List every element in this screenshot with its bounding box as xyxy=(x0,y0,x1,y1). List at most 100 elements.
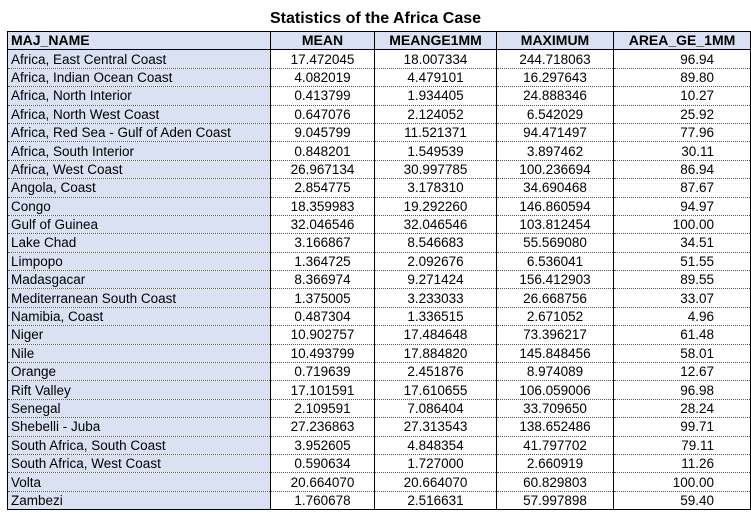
cell-mean[interactable]: 27.236863 xyxy=(270,417,375,437)
cell-area-ge-1mm[interactable]: 89.80 xyxy=(613,68,751,88)
cell-meange1mm[interactable]: 9.271424 xyxy=(374,270,497,290)
cell-area-ge-1mm[interactable]: 61.48 xyxy=(613,325,751,345)
cell-maximum[interactable]: 41.797702 xyxy=(496,436,614,455)
cell-mean[interactable]: 26.967134 xyxy=(270,160,375,180)
cell-mean[interactable]: 10.493799 xyxy=(270,344,375,364)
cell-maj-name[interactable]: Congo xyxy=(7,197,271,216)
cell-mean[interactable]: 32.046546 xyxy=(270,215,375,235)
cell-mean[interactable]: 0.719639 xyxy=(270,362,375,382)
cell-maximum[interactable]: 2.671052 xyxy=(496,307,614,327)
cell-maj-name[interactable]: Orange xyxy=(7,362,271,382)
cell-meange1mm[interactable]: 1.336515 xyxy=(374,307,497,327)
cell-maximum[interactable]: 16.297643 xyxy=(496,68,614,88)
cell-area-ge-1mm[interactable]: 77.96 xyxy=(613,123,751,143)
cell-maximum[interactable]: 138.652486 xyxy=(496,417,614,437)
column-header-maj-name[interactable]: MAJ_NAME xyxy=(7,30,271,51)
cell-maximum[interactable]: 55.569080 xyxy=(496,233,614,253)
cell-maximum[interactable]: 156.412903 xyxy=(496,270,614,290)
cell-maj-name[interactable]: Africa, South Interior xyxy=(7,141,271,161)
cell-maximum[interactable]: 106.059006 xyxy=(496,380,614,400)
cell-meange1mm[interactable]: 17.884820 xyxy=(374,344,497,364)
cell-meange1mm[interactable]: 3.233033 xyxy=(374,288,497,308)
cell-maj-name[interactable]: Shebelli - Juba xyxy=(7,417,271,437)
cell-mean[interactable]: 8.366974 xyxy=(270,270,375,290)
cell-maximum[interactable]: 145.848456 xyxy=(496,344,614,364)
cell-meange1mm[interactable]: 17.484648 xyxy=(374,325,497,345)
cell-maj-name[interactable]: Lake Chad xyxy=(7,233,271,253)
cell-maj-name[interactable]: Zambezi xyxy=(7,491,271,511)
cell-meange1mm[interactable]: 19.292260 xyxy=(374,197,497,216)
cell-maximum[interactable]: 3.897462 xyxy=(496,141,614,161)
cell-maximum[interactable]: 94.471497 xyxy=(496,123,614,143)
cell-meange1mm[interactable]: 8.546683 xyxy=(374,233,497,253)
cell-maj-name[interactable]: Africa, North Interior xyxy=(7,86,271,106)
column-header-mean[interactable]: MEAN xyxy=(270,30,375,51)
cell-area-ge-1mm[interactable]: 28.24 xyxy=(613,399,751,419)
cell-maximum[interactable]: 57.997898 xyxy=(496,491,614,511)
cell-area-ge-1mm[interactable]: 12.67 xyxy=(613,362,751,382)
cell-meange1mm[interactable]: 2.451876 xyxy=(374,362,497,382)
cell-area-ge-1mm[interactable]: 94.97 xyxy=(613,197,751,216)
column-header-meange1mm[interactable]: MEANGE1MM xyxy=(374,30,497,51)
cell-mean[interactable]: 0.413799 xyxy=(270,86,375,106)
cell-mean[interactable]: 2.109591 xyxy=(270,399,375,419)
cell-maj-name[interactable]: Mediterranean South Coast xyxy=(7,288,271,308)
cell-meange1mm[interactable]: 2.092676 xyxy=(374,252,497,272)
cell-mean[interactable]: 3.952605 xyxy=(270,436,375,455)
cell-maj-name[interactable]: South Africa, South Coast xyxy=(7,436,271,455)
cell-maj-name[interactable]: Africa, East Central Coast xyxy=(7,49,271,69)
cell-area-ge-1mm[interactable]: 59.40 xyxy=(613,491,751,511)
cell-area-ge-1mm[interactable]: 4.96 xyxy=(613,307,751,327)
cell-mean[interactable]: 20.664070 xyxy=(270,472,375,492)
cell-maj-name[interactable]: Africa, West Coast xyxy=(7,160,271,180)
cell-area-ge-1mm[interactable]: 99.71 xyxy=(613,417,751,437)
cell-area-ge-1mm[interactable]: 33.07 xyxy=(613,288,751,308)
cell-mean[interactable]: 4.082019 xyxy=(270,68,375,88)
cell-maj-name[interactable]: Rift Valley xyxy=(7,380,271,400)
cell-meange1mm[interactable]: 2.124052 xyxy=(374,105,497,124)
cell-maj-name[interactable]: Africa, Red Sea - Gulf of Aden Coast xyxy=(7,123,271,143)
cell-area-ge-1mm[interactable]: 96.94 xyxy=(613,49,751,69)
cell-area-ge-1mm[interactable]: 86.94 xyxy=(613,160,751,180)
cell-meange1mm[interactable]: 17.610655 xyxy=(374,380,497,400)
cell-area-ge-1mm[interactable]: 11.26 xyxy=(613,454,751,474)
cell-meange1mm[interactable]: 30.997785 xyxy=(374,160,497,180)
cell-area-ge-1mm[interactable]: 79.11 xyxy=(613,436,751,455)
cell-mean[interactable]: 18.359983 xyxy=(270,197,375,216)
cell-maj-name[interactable]: Nile xyxy=(7,344,271,364)
cell-mean[interactable]: 1.375005 xyxy=(270,288,375,308)
cell-maximum[interactable]: 60.829803 xyxy=(496,472,614,492)
cell-maj-name[interactable]: Limpopo xyxy=(7,252,271,272)
cell-maj-name[interactable]: Africa, North West Coast xyxy=(7,105,271,124)
cell-maximum[interactable]: 33.709650 xyxy=(496,399,614,419)
cell-area-ge-1mm[interactable]: 51.55 xyxy=(613,252,751,272)
cell-meange1mm[interactable]: 1.549539 xyxy=(374,141,497,161)
cell-maximum[interactable]: 8.974089 xyxy=(496,362,614,382)
cell-maj-name[interactable]: Namibia, Coast xyxy=(7,307,271,327)
cell-maj-name[interactable]: Africa, Indian Ocean Coast xyxy=(7,68,271,88)
cell-maximum[interactable]: 73.396217 xyxy=(496,325,614,345)
cell-area-ge-1mm[interactable]: 87.67 xyxy=(613,178,751,198)
cell-maximum[interactable]: 6.536041 xyxy=(496,252,614,272)
cell-maj-name[interactable]: Gulf of Guinea xyxy=(7,215,271,235)
cell-meange1mm[interactable]: 11.521371 xyxy=(374,123,497,143)
cell-maximum[interactable]: 34.690468 xyxy=(496,178,614,198)
cell-area-ge-1mm[interactable]: 96.98 xyxy=(613,380,751,400)
cell-area-ge-1mm[interactable]: 100.00 xyxy=(613,215,751,235)
cell-maximum[interactable]: 26.668756 xyxy=(496,288,614,308)
cell-mean[interactable]: 17.101591 xyxy=(270,380,375,400)
cell-meange1mm[interactable]: 7.086404 xyxy=(374,399,497,419)
cell-maximum[interactable]: 103.812454 xyxy=(496,215,614,235)
cell-maj-name[interactable]: South Africa, West Coast xyxy=(7,454,271,474)
cell-maj-name[interactable]: Niger xyxy=(7,325,271,345)
cell-maj-name[interactable]: Madasgacar xyxy=(7,270,271,290)
cell-mean[interactable]: 0.487304 xyxy=(270,307,375,327)
cell-mean[interactable]: 1.760678 xyxy=(270,491,375,511)
cell-mean[interactable]: 9.045799 xyxy=(270,123,375,143)
cell-meange1mm[interactable]: 4.479101 xyxy=(374,68,497,88)
cell-meange1mm[interactable]: 2.516631 xyxy=(374,491,497,511)
cell-maj-name[interactable]: Senegal xyxy=(7,399,271,419)
column-header-area-ge-1mm[interactable]: AREA_GE_1MM xyxy=(613,30,751,51)
cell-maximum[interactable]: 100.236694 xyxy=(496,160,614,180)
column-header-maximum[interactable]: MAXIMUM xyxy=(496,30,614,51)
